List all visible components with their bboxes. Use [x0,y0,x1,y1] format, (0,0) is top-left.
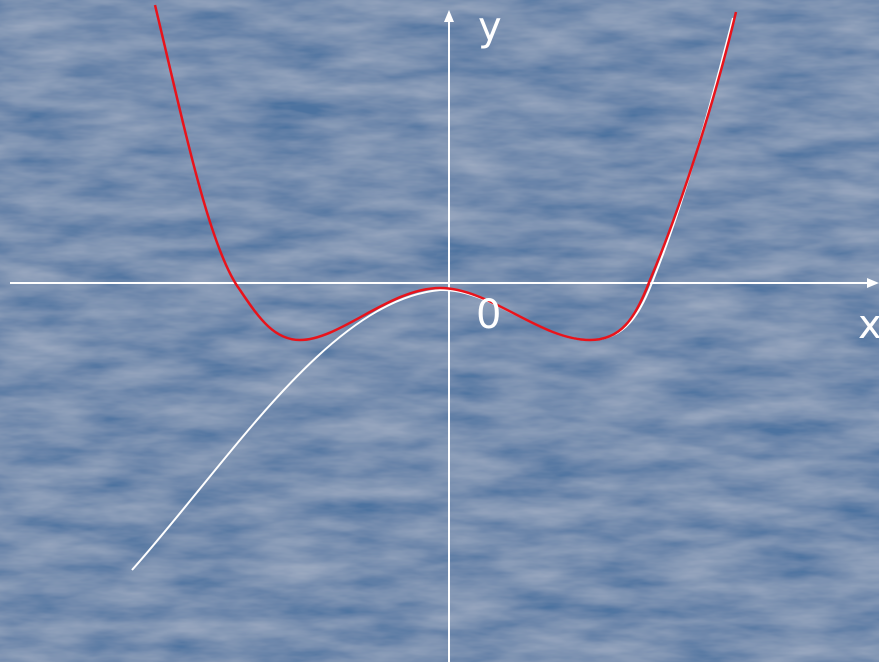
y-axis-label: y [478,4,502,50]
x-axis-label: x [858,302,879,348]
red-curve [153,4,738,342]
y-axis-arrow [444,10,454,22]
x-axis-arrow [867,278,879,288]
origin-label: 0 [476,292,501,338]
